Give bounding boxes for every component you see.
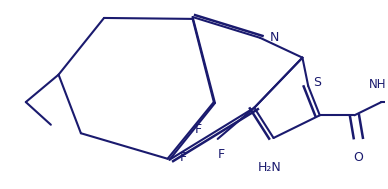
Text: H₂N: H₂N xyxy=(258,161,282,174)
Text: S: S xyxy=(313,76,321,89)
Text: O: O xyxy=(353,151,363,164)
Text: F: F xyxy=(218,148,225,160)
Text: F: F xyxy=(179,151,187,164)
Text: F: F xyxy=(195,123,202,136)
Text: N: N xyxy=(270,31,279,44)
Text: NH: NH xyxy=(369,78,386,91)
